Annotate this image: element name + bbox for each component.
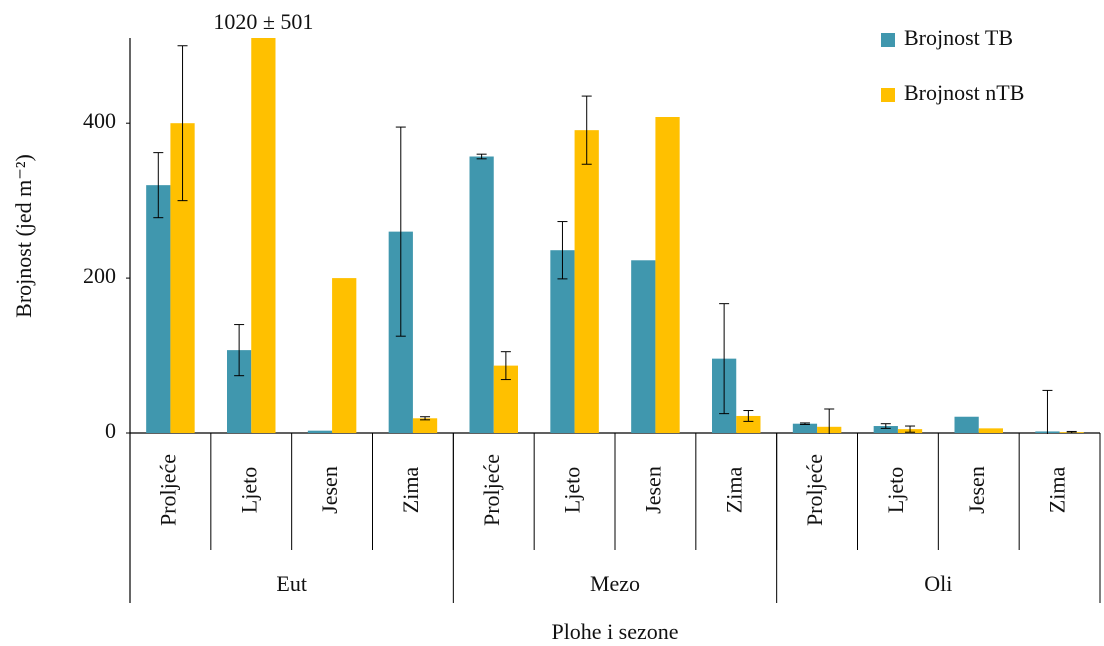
x-tick-label: Proljeće bbox=[155, 454, 180, 526]
annotation: 1020 ± 501 bbox=[213, 9, 313, 34]
x-tick-label: Ljeto bbox=[236, 467, 261, 513]
error-bar bbox=[1066, 430, 1077, 434]
error-bar bbox=[177, 45, 188, 202]
x-axis-title: Plohe i sezone bbox=[551, 619, 678, 644]
legend-swatch bbox=[881, 88, 895, 102]
error-bar bbox=[395, 126, 406, 337]
plot-area bbox=[146, 38, 1084, 434]
error-bar bbox=[153, 152, 164, 219]
y-axis-title: Brojnost (jed m⁻²) bbox=[11, 154, 36, 318]
bar bbox=[873, 426, 898, 433]
bar bbox=[469, 156, 494, 433]
error-bar bbox=[581, 95, 592, 165]
bar bbox=[574, 130, 599, 433]
error-bar bbox=[824, 408, 835, 434]
x-tick-label: Zima bbox=[398, 467, 423, 514]
x-tick-label: Zima bbox=[1045, 467, 1070, 514]
error-bar bbox=[905, 425, 916, 433]
error-bar bbox=[799, 422, 810, 425]
legend-label: Brojnost TB bbox=[904, 25, 1013, 50]
group-label: Oli bbox=[924, 571, 952, 596]
x-tick-label: Ljeto bbox=[883, 467, 908, 513]
bar bbox=[307, 430, 333, 433]
error-bar bbox=[476, 153, 487, 160]
bar bbox=[631, 260, 656, 433]
error-bar bbox=[420, 416, 431, 421]
y-tick-label: 200 bbox=[83, 263, 116, 288]
y-tick-label: 400 bbox=[83, 108, 116, 133]
bar bbox=[146, 185, 171, 433]
legend-label: Brojnost nTB bbox=[904, 80, 1024, 105]
error-bar bbox=[500, 351, 511, 381]
x-tick-label: Jesen bbox=[964, 466, 989, 514]
bar bbox=[332, 278, 357, 433]
bar bbox=[978, 428, 1003, 433]
x-tick-label: Zima bbox=[721, 467, 746, 514]
bar bbox=[954, 416, 979, 433]
x-tick-label: Proljeće bbox=[802, 454, 827, 526]
x-tick-label: Jesen bbox=[640, 466, 665, 514]
error-bar bbox=[880, 423, 891, 429]
error-bar bbox=[1042, 389, 1053, 434]
x-tick-label: Proljeće bbox=[479, 454, 504, 526]
bar bbox=[550, 250, 575, 433]
bar bbox=[412, 418, 438, 433]
legend-swatch bbox=[881, 33, 895, 47]
error-bar bbox=[234, 324, 245, 377]
bar bbox=[655, 117, 680, 433]
x-tick-label: Jesen bbox=[317, 466, 342, 514]
error-bar bbox=[743, 410, 754, 422]
bar bbox=[736, 415, 761, 433]
group-label: Eut bbox=[276, 571, 307, 596]
error-bar bbox=[557, 221, 568, 280]
x-tick-label: Ljeto bbox=[560, 467, 585, 513]
error-bar bbox=[719, 303, 730, 415]
group-label: Mezo bbox=[590, 571, 640, 596]
bar bbox=[251, 38, 276, 433]
y-tick-label: 0 bbox=[105, 418, 116, 443]
bar bbox=[792, 423, 818, 433]
